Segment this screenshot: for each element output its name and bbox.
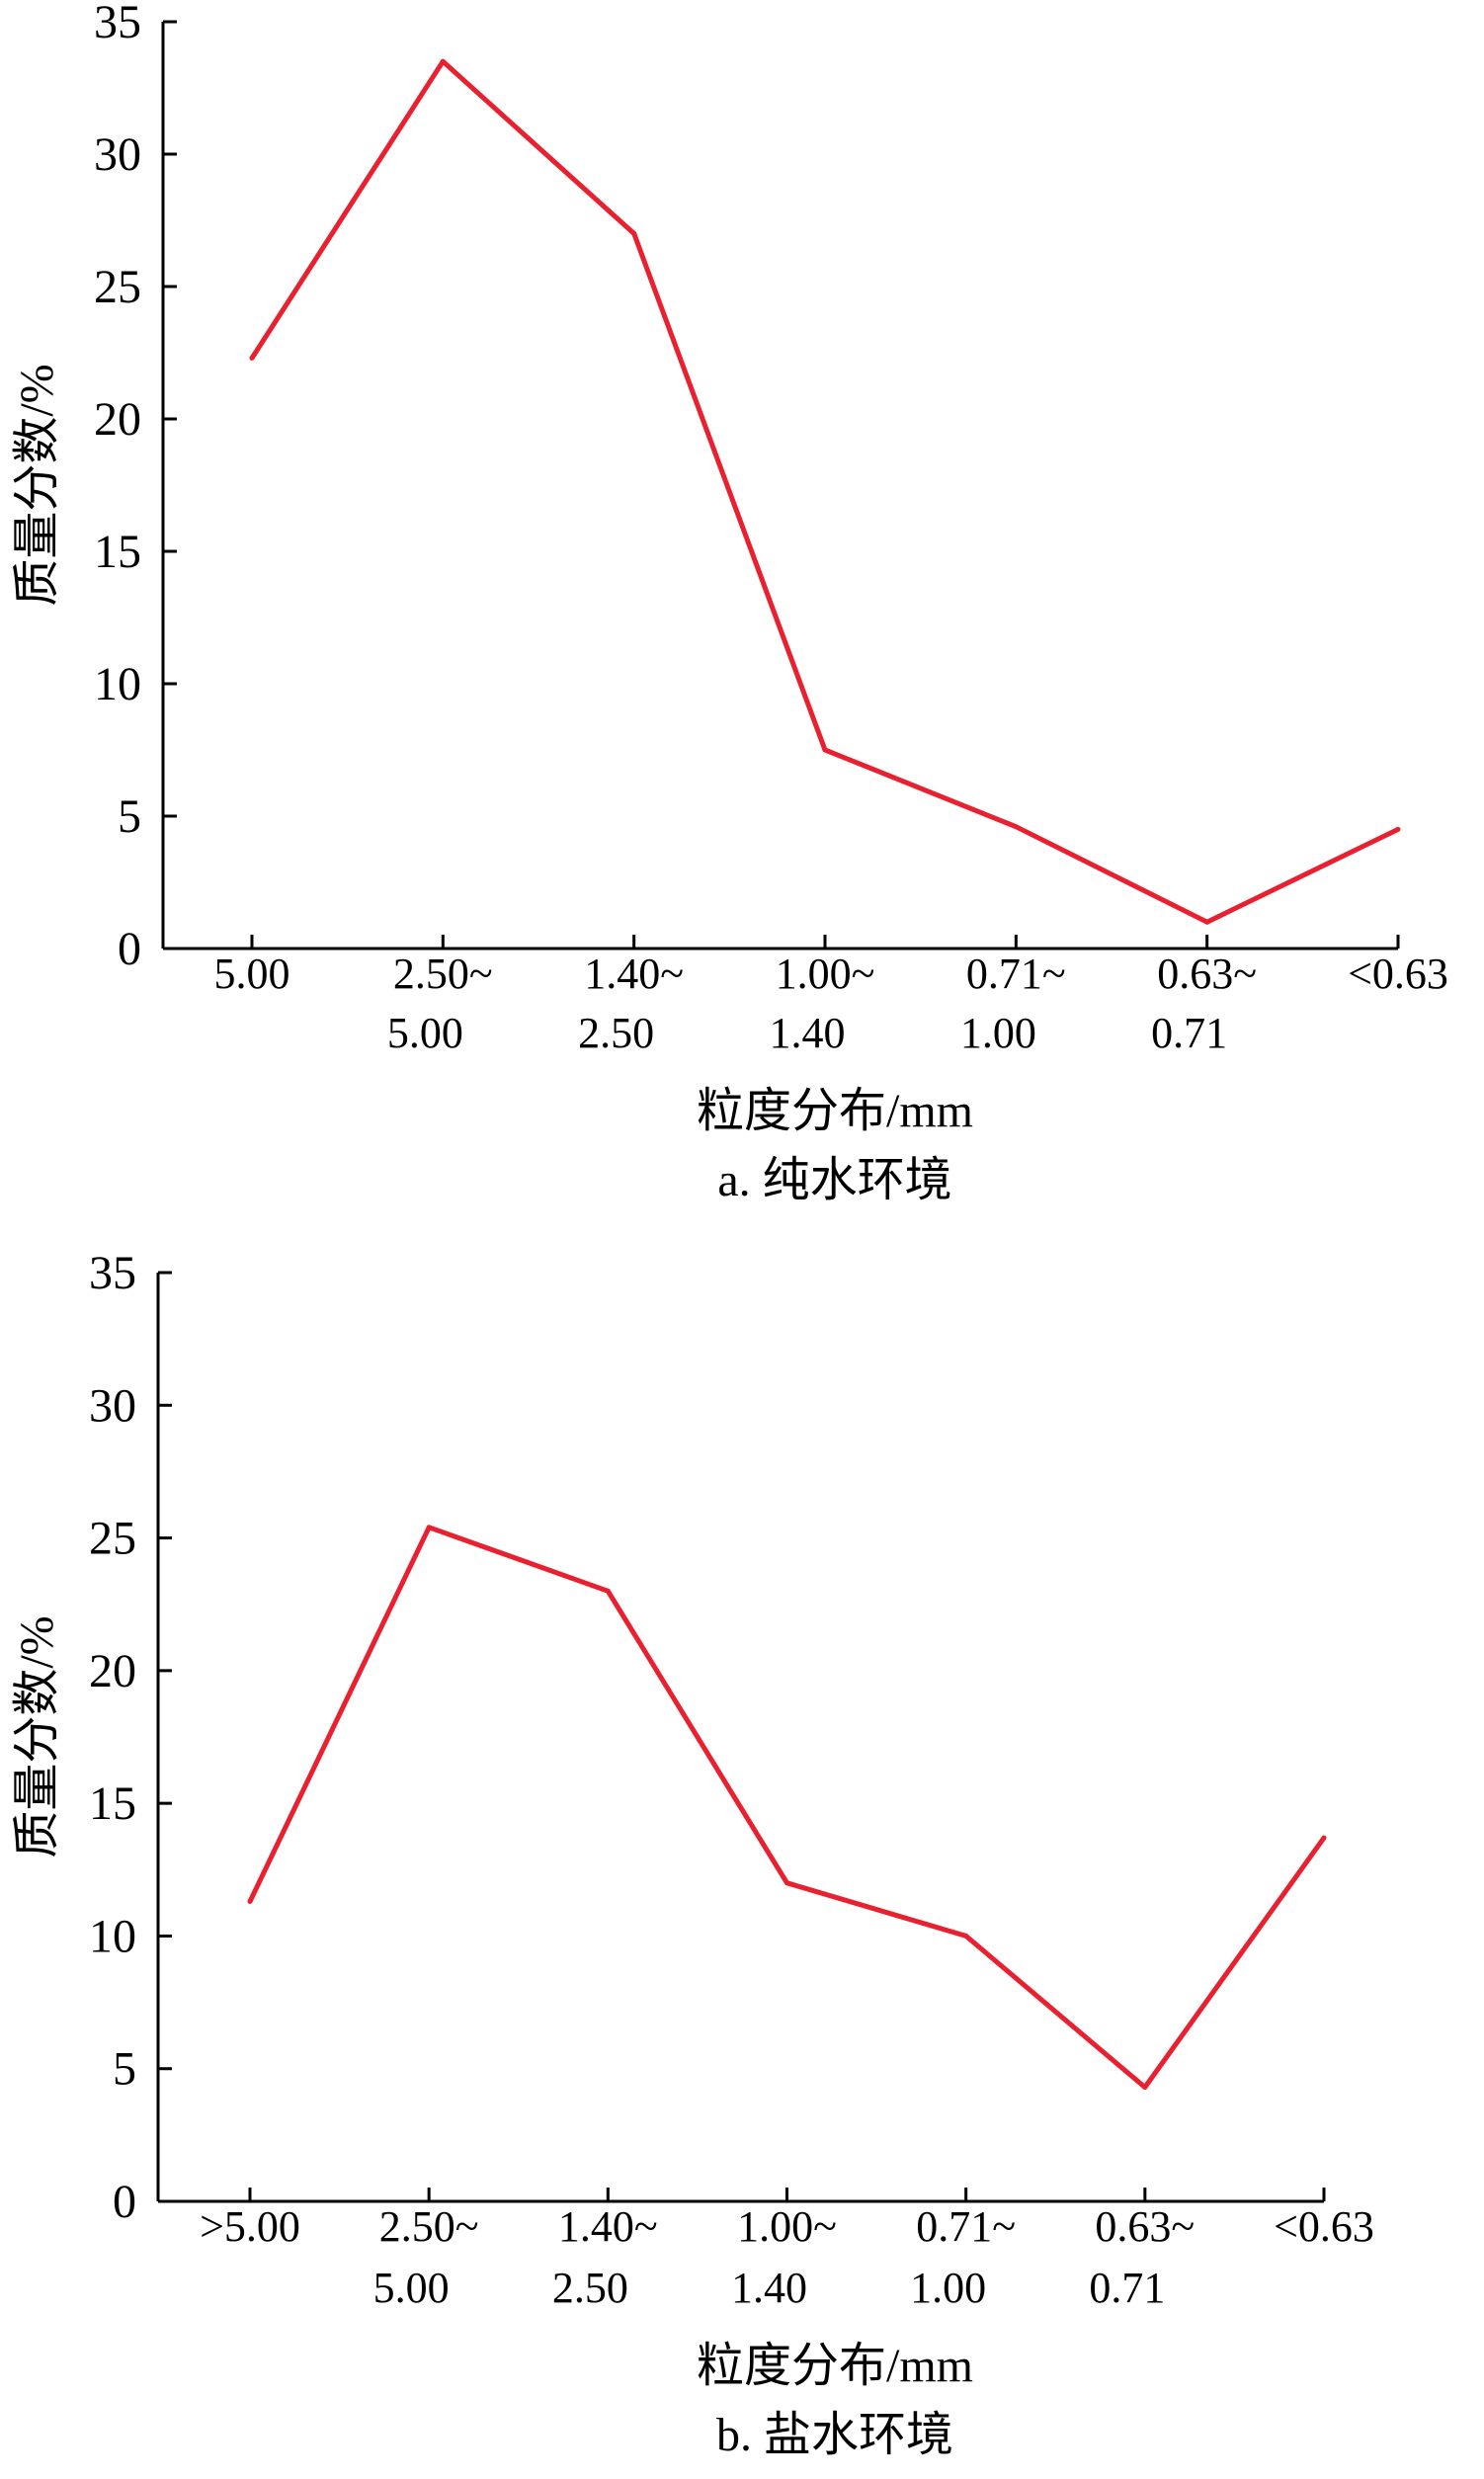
x-tick-label: <0.63 <box>1274 2202 1374 2251</box>
data-point <box>426 1525 432 1530</box>
x-tick-label-line2: 2.50 <box>552 2264 628 2312</box>
data-point <box>440 58 446 64</box>
x-tick-label: 2.50~ <box>393 950 493 998</box>
data-point <box>249 355 255 361</box>
y-tick-label: 0 <box>113 2176 136 2228</box>
y-tick-label: 30 <box>89 1379 136 1432</box>
chart-a: 0 5 10 15 20 25 30 35 5.00 2.50~ 5.00 1.40~ 2.50 1.0… <box>11 0 1448 1206</box>
y-tick-label: 20 <box>89 1645 136 1697</box>
caption-a: a. 纯水环境 <box>717 1154 951 1206</box>
y-tick-label: 25 <box>94 261 141 313</box>
data-point <box>963 1933 969 1939</box>
x-tick-label: 0.71~ <box>916 2202 1016 2251</box>
data-point <box>631 230 637 236</box>
y-tick-label: 35 <box>89 1247 136 1299</box>
x-tick-label: 0.63~ <box>1157 950 1257 998</box>
data-point <box>784 1880 789 1886</box>
x-ticks-a: 5.00 2.50~ 5.00 1.40~ 2.50 1.00~ 1.40 0.71~ 1.00… <box>214 935 1448 1057</box>
series-line-b <box>247 1525 1327 2090</box>
x-tick-label-line2: 1.00 <box>910 2264 986 2312</box>
x-tick-label-line2: 1.40 <box>731 2264 807 2312</box>
y-tick-label: 20 <box>94 393 141 446</box>
x-tick-label-line2: 0.71 <box>1151 1009 1227 1057</box>
data-point <box>822 747 828 753</box>
y-tick-label: 10 <box>89 1910 136 1962</box>
y-tick-label: 35 <box>94 0 141 48</box>
y-tick-label: 0 <box>118 923 141 975</box>
x-tick-label-line2: 2.50 <box>578 1009 654 1057</box>
x-ticks-b: >5.00 2.50~ 5.00 1.40~ 2.50 1.00~ 1.40 0.71~ 1.0… <box>200 2188 1374 2312</box>
data-point <box>1142 2085 1148 2091</box>
x-tick-label: 0.71~ <box>966 950 1066 998</box>
x-tick-label: 1.00~ <box>737 2202 837 2251</box>
caption-b: b. 盐水环境 <box>716 2409 953 2461</box>
data-point <box>1395 826 1401 832</box>
y-axis-title-a: 质量分数/% <box>11 364 63 606</box>
data-point <box>605 1588 611 1594</box>
x-tick-label: 1.40~ <box>584 950 684 998</box>
x-tick-label-line2: 1.00 <box>960 1009 1036 1057</box>
y-tick-label: 30 <box>94 128 141 181</box>
data-point <box>1013 824 1019 830</box>
x-tick-label-line2: 1.40 <box>770 1009 846 1057</box>
data-point <box>1321 1835 1327 1841</box>
x-tick-label: <0.63 <box>1348 950 1448 998</box>
data-point <box>247 1899 253 1905</box>
y-tick-label: 15 <box>89 1777 136 1830</box>
x-tick-label: 5.00 <box>214 950 290 998</box>
points-b <box>247 1525 1327 2091</box>
x-axis-title-b: 粒度分布/mm <box>697 2340 973 2392</box>
y-axis-title-b: 质量分数/% <box>11 1615 63 1858</box>
series-line-a <box>249 58 1400 925</box>
y-tick-label: 25 <box>89 1513 136 1565</box>
y-ticks-b: 0 5 10 15 20 25 30 35 <box>89 1247 172 2228</box>
y-ticks-a: 0 5 10 15 20 25 30 35 <box>94 0 177 975</box>
x-tick-label: 1.00~ <box>776 950 875 998</box>
x-tick-label-line2: 5.00 <box>387 1009 463 1057</box>
x-axis-title-a: 粒度分布/mm <box>697 1085 973 1137</box>
chart-b: 0 5 10 15 20 25 30 35 >5.00 2.50~ 5.00 1.40~ 2.50 1.… <box>11 1247 1374 2461</box>
y-tick-label: 10 <box>94 658 141 710</box>
x-tick-label: 1.40~ <box>558 2202 658 2251</box>
data-point <box>1204 919 1210 925</box>
x-tick-label-line2: 5.00 <box>373 2264 450 2312</box>
x-tick-label: 2.50~ <box>379 2202 479 2251</box>
x-tick-label: >5.00 <box>200 2202 300 2251</box>
x-tick-label-line2: 0.71 <box>1089 2264 1165 2312</box>
y-tick-label: 5 <box>118 790 141 843</box>
x-tick-label: 0.63~ <box>1095 2202 1195 2251</box>
y-tick-label: 15 <box>94 526 141 578</box>
points-a <box>249 58 1401 925</box>
y-tick-label: 5 <box>113 2043 136 2096</box>
